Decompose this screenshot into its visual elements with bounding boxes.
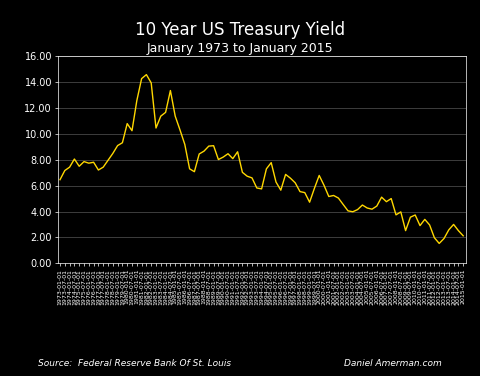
Text: January 1973 to January 2015: January 1973 to January 2015: [147, 42, 333, 55]
Text: Source:  Federal Reserve Bank Of St. Louis: Source: Federal Reserve Bank Of St. Loui…: [38, 359, 231, 368]
Text: Daniel Amerman.com: Daniel Amerman.com: [344, 359, 442, 368]
Text: 10 Year US Treasury Yield: 10 Year US Treasury Yield: [135, 21, 345, 39]
